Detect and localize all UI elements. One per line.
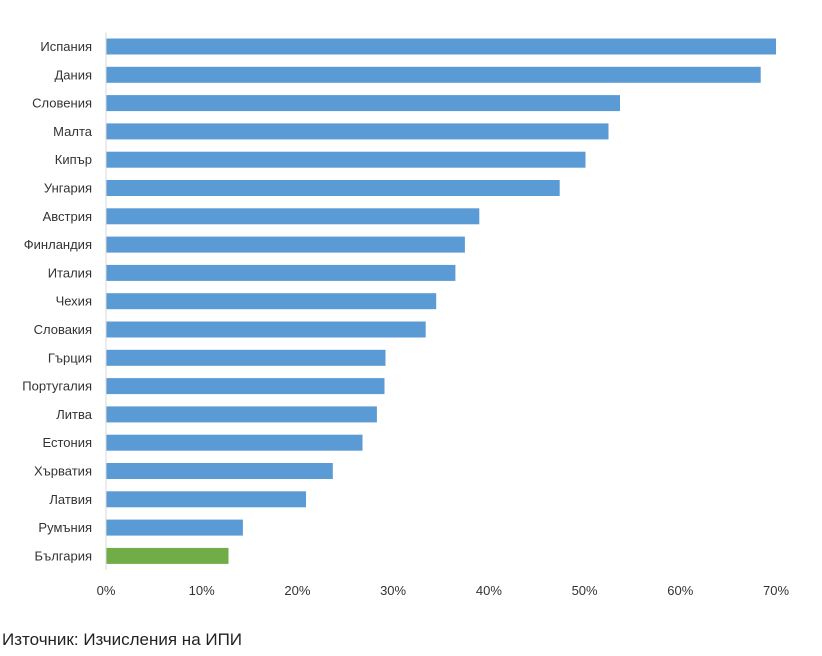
source-note: Източник: Изчисления на ИПИ: [2, 630, 243, 649]
x-tick-label: 40%: [476, 583, 502, 598]
bar: [106, 123, 609, 140]
category-label: Португалия: [22, 379, 92, 394]
category-label: Хърватия: [34, 464, 92, 479]
x-tick-label: 50%: [572, 583, 598, 598]
category-label: Италия: [48, 265, 92, 280]
x-tick-label: 30%: [380, 583, 406, 598]
x-tick-labels-group: 0% 10% 20% 30% 40% 50% 60% 70%: [97, 583, 790, 598]
category-label: Дания: [54, 67, 92, 82]
category-label: Естония: [42, 435, 92, 450]
category-labels-group: Испания Дания Словения Малта Кипър Унгария Авс…: [22, 39, 92, 563]
bar: [106, 491, 306, 508]
bar: [106, 38, 776, 55]
bar: [106, 180, 560, 196]
bar: [106, 406, 377, 423]
bar: [106, 463, 333, 479]
x-tick-label: 20%: [284, 583, 310, 598]
category-label: Кипър: [55, 152, 92, 167]
bar: [106, 264, 456, 281]
bar: [106, 208, 480, 225]
category-label: Австрия: [43, 209, 92, 224]
category-label: Чехия: [56, 294, 92, 309]
bar: [106, 293, 437, 310]
x-tick-label: 70%: [763, 583, 789, 598]
x-tick-label: 60%: [667, 583, 693, 598]
bar: [106, 236, 465, 253]
category-label: Словакия: [34, 322, 92, 337]
category-label: Гърция: [48, 350, 92, 365]
bar: [106, 95, 620, 112]
bar: [106, 321, 426, 338]
category-label: Латвия: [49, 492, 92, 507]
bar: [106, 519, 243, 536]
bar: [106, 547, 229, 564]
category-label: Румъния: [38, 520, 92, 535]
bars-group: [106, 38, 776, 564]
bar-chart: Испания Дания Словения Малта Кипър Унгария Авс…: [22, 32, 790, 598]
category-label: Словения: [32, 96, 92, 111]
category-label: Литва: [56, 407, 93, 422]
category-label: Испания: [40, 39, 92, 54]
x-tick-label: 10%: [189, 583, 215, 598]
category-label: Финландия: [24, 237, 92, 252]
bar: [106, 349, 386, 366]
bar: [106, 378, 385, 395]
category-label: Унгария: [44, 181, 92, 196]
category-label: България: [35, 548, 92, 563]
x-tick-label: 0%: [97, 583, 116, 598]
bar: [106, 151, 586, 168]
bar: [106, 66, 761, 83]
category-label: Малта: [53, 124, 93, 139]
bar: [106, 434, 363, 451]
